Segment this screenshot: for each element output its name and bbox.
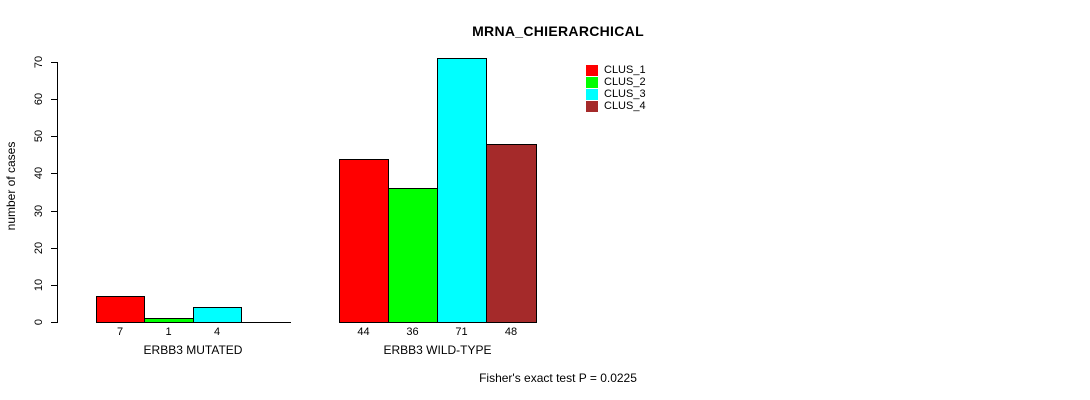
legend-swatch <box>586 64 598 76</box>
bar-value-label: 44 <box>357 326 370 338</box>
legend-swatch <box>586 100 598 112</box>
legend: CLUS_1 CLUS_2 CLUS_3 CLUS_4 <box>586 64 646 112</box>
bar-clus_3 <box>193 307 242 323</box>
legend-swatch <box>586 76 598 88</box>
y-axis-tick-label: 70 <box>33 55 45 69</box>
y-axis-tick <box>51 62 57 63</box>
y-axis-tick <box>51 136 57 137</box>
y-axis-line <box>57 62 58 323</box>
y-axis-tick <box>51 211 57 212</box>
y-axis-tick <box>51 322 57 323</box>
y-axis-tick-label: 40 <box>33 166 45 180</box>
y-axis-tick-label: 10 <box>33 278 45 292</box>
bar-value-label: 4 <box>213 326 221 338</box>
legend-item: CLUS_1 <box>586 64 646 76</box>
bar-clus_1 <box>339 159 389 323</box>
chart-title: MRNA_CHIERARCHICAL <box>472 23 644 39</box>
legend-label: CLUS_4 <box>604 100 646 112</box>
y-axis-tick-label: 20 <box>33 241 45 255</box>
bar-value-label: 7 <box>116 326 124 338</box>
x-group-label: ERBB3 MUTATED <box>143 343 243 357</box>
legend-item: CLUS_2 <box>586 76 646 88</box>
y-axis-tick <box>51 173 57 174</box>
legend-item: CLUS_4 <box>586 100 646 112</box>
bar-value-label: 1 <box>165 326 172 338</box>
legend-label: CLUS_2 <box>604 76 646 88</box>
y-axis-tick <box>51 248 57 249</box>
bar-clus_1 <box>96 296 145 323</box>
bar-clus_4 <box>486 144 537 323</box>
x-group-label: ERBB3 WILD-TYPE <box>383 343 492 357</box>
bar-clus_3 <box>437 58 487 323</box>
y-axis-tick <box>51 285 57 286</box>
y-axis-tick-label: 0 <box>33 318 45 326</box>
bar-value-label: 48 <box>504 326 518 338</box>
y-axis-tick-label: 50 <box>33 129 45 143</box>
y-axis-tick-label: 30 <box>33 204 45 218</box>
legend-label: CLUS_1 <box>604 64 646 76</box>
bar-value-label: 36 <box>406 326 419 338</box>
bar-clus_2 <box>388 188 438 323</box>
y-axis-tick <box>51 99 57 100</box>
y-axis-title: number of cases <box>4 141 18 231</box>
y-axis-tick-label: 60 <box>33 92 45 106</box>
legend-item: CLUS_3 <box>586 88 646 100</box>
bar-clus_2 <box>144 318 194 323</box>
bar-value-label: 71 <box>455 326 468 338</box>
legend-label: CLUS_3 <box>604 88 646 100</box>
fisher-test-annotation: Fisher's exact test P = 0.0225 <box>479 371 637 385</box>
legend-swatch <box>586 88 598 100</box>
